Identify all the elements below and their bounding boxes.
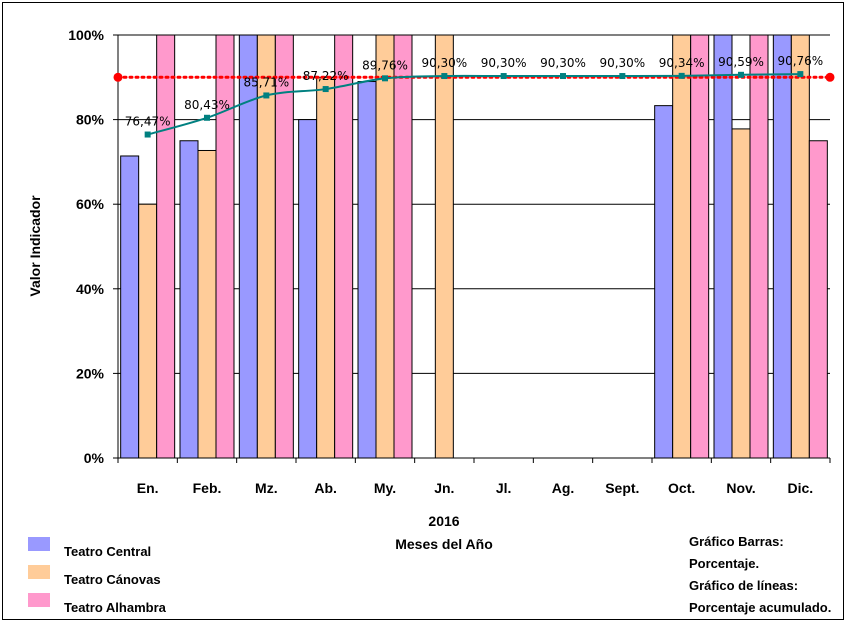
- bar: [316, 76, 336, 459]
- line-data-label: 90,30%: [481, 56, 527, 70]
- line-point: [560, 73, 566, 80]
- x-tick-label: Sept.: [605, 480, 639, 496]
- cumulative-line: [147, 73, 801, 136]
- bar: [731, 128, 751, 459]
- bar: [197, 149, 217, 459]
- x-axis-title-year: 2016: [428, 513, 459, 529]
- bar: [654, 105, 674, 459]
- bar: [434, 34, 454, 459]
- line-data-label: 90,59%: [718, 55, 764, 69]
- target-marker-start: [113, 72, 123, 82]
- x-tick-label: Mz.: [255, 480, 278, 496]
- line-point: [144, 131, 151, 138]
- legend-item: Teatro Alhambra: [28, 588, 166, 615]
- line-data-label: 85,71%: [243, 75, 289, 89]
- data-labels: 76,47% 80,43% 85,71% 87,22% 89,76% 90,30% 90,3…: [125, 54, 823, 128]
- x-tick-label: Oct.: [668, 480, 695, 496]
- bar: [690, 34, 710, 459]
- y-tick-label: 100%: [68, 27, 104, 43]
- cumulative-line-group: [144, 71, 804, 138]
- x-axis-title-months: Meses del Año: [395, 536, 493, 552]
- bar: [672, 34, 692, 459]
- bar: [713, 34, 733, 459]
- line-data-label: 90,34%: [659, 56, 705, 70]
- x-tick-label: My.: [374, 480, 396, 496]
- y-tick-label: 60%: [76, 196, 105, 212]
- note-line: Porcentaje acumulado.: [689, 600, 832, 615]
- bar: [790, 34, 810, 459]
- line-point: [204, 114, 210, 121]
- x-tick-label: Dic.: [787, 480, 813, 496]
- line-point: [263, 92, 270, 99]
- legend-item: Teatro Central: [28, 532, 166, 559]
- bar: [274, 34, 294, 459]
- x-tick-label: Jl.: [496, 480, 512, 496]
- bar: [772, 34, 792, 459]
- line-point: [678, 72, 685, 79]
- line-data-label: 90,30%: [540, 56, 586, 70]
- line-point: [619, 73, 626, 80]
- bar: [357, 81, 377, 459]
- x-tick-label: Nov.: [726, 480, 755, 496]
- bar: [808, 140, 828, 459]
- y-tick-label: 0%: [84, 450, 105, 466]
- y-axis-title: Valor Indicador: [27, 195, 43, 297]
- target-line-group: [113, 72, 835, 82]
- target-marker-end: [825, 72, 835, 82]
- line-data-label: 76,47%: [125, 115, 171, 129]
- line-point: [322, 86, 329, 93]
- axes: 0% 20% 40% 60% 80% 100% En. Feb. Mz. Ab. My. Jn. Jl.…: [68, 27, 831, 496]
- bar: [120, 155, 140, 459]
- line-data-label: 90,30%: [421, 56, 467, 70]
- line-data-label: 89,76%: [362, 58, 408, 72]
- line-data-label: 87,22%: [303, 69, 349, 83]
- line-data-label: 90,30%: [599, 56, 645, 70]
- bar: [375, 34, 395, 459]
- y-tick-label: 40%: [76, 281, 105, 297]
- bar: [179, 140, 199, 459]
- x-tick-label: Ag.: [552, 480, 575, 496]
- legend-swatch-canovas: [28, 565, 50, 579]
- note-line: Gráfico Barras:: [689, 534, 784, 549]
- line-point: [500, 73, 507, 80]
- x-tick-label: Jn.: [434, 480, 454, 496]
- bar: [156, 34, 176, 459]
- line-point: [441, 73, 448, 80]
- legend-item: Teatro Cánovas: [28, 560, 166, 587]
- bar: [138, 203, 158, 459]
- legend-label: Teatro Central: [64, 543, 152, 559]
- legend-label: Teatro Cánovas: [64, 571, 161, 587]
- line-point: [738, 71, 744, 78]
- bar: [749, 34, 769, 459]
- x-tick-label: En.: [137, 480, 159, 496]
- bar: [334, 34, 354, 459]
- line-data-label: 90,76%: [777, 54, 823, 68]
- legend-swatch-central: [28, 537, 50, 551]
- legend-swatch-alhambra: [28, 593, 50, 607]
- y-tick-label: 80%: [76, 112, 105, 128]
- bar: [298, 119, 318, 459]
- gridlines: [118, 34, 830, 374]
- line-point: [382, 75, 388, 82]
- line-data-label: 80,43%: [184, 98, 230, 112]
- bars: [120, 34, 828, 459]
- y-tick-label: 20%: [76, 365, 105, 381]
- bar: [256, 34, 276, 459]
- note-line: Gráfico de líneas:: [689, 578, 799, 593]
- line-point: [797, 71, 804, 78]
- note-line: Porcentaje.: [689, 556, 760, 571]
- x-tick-label: Ab.: [314, 480, 337, 496]
- bar: [393, 34, 413, 459]
- legend: Teatro Central Teatro Cánovas Teatro Alh…: [28, 532, 166, 616]
- legend-label: Teatro Alhambra: [64, 599, 166, 615]
- x-tick-label: Feb.: [193, 480, 222, 496]
- chart-notes: Gráfico Barras: Porcentaje. Gráfico de l…: [689, 531, 831, 619]
